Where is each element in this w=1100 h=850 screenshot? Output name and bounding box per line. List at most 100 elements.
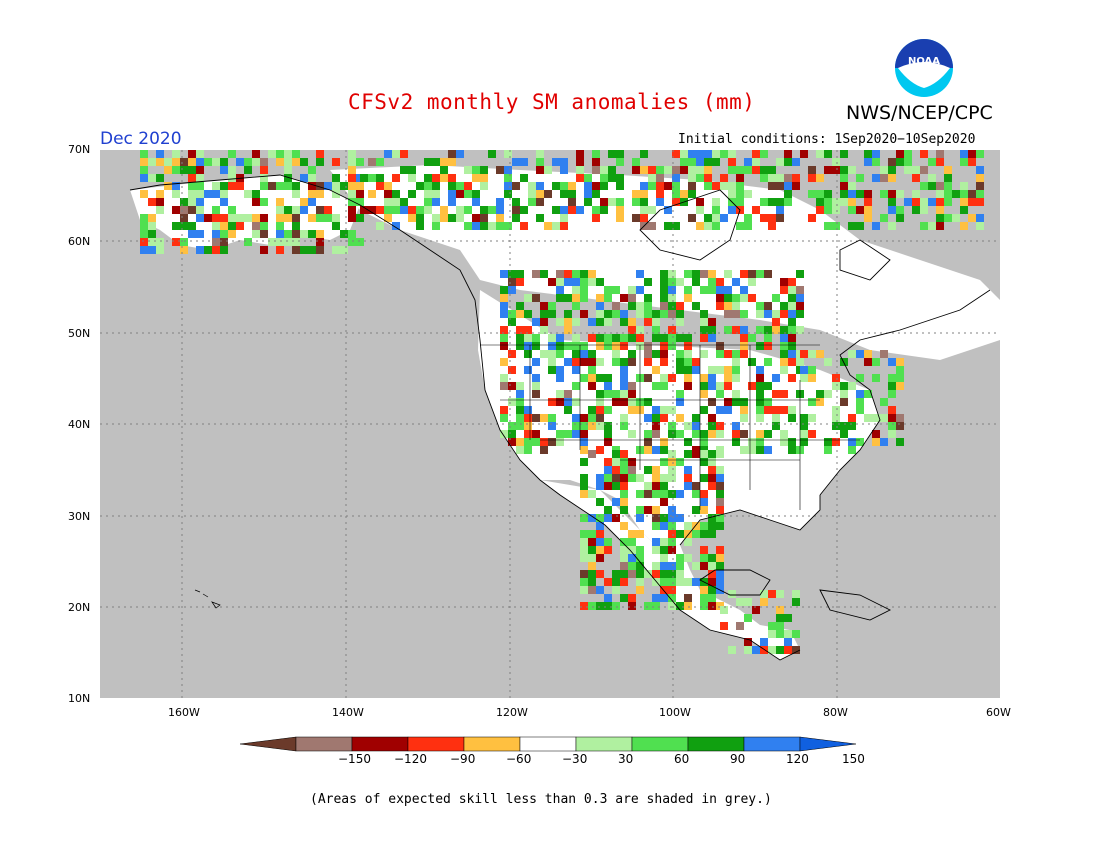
anomaly-cell — [348, 182, 356, 190]
anomaly-cell — [768, 590, 776, 598]
anomaly-cell — [716, 562, 724, 570]
anomaly-cell — [524, 446, 532, 454]
anomaly-cell — [764, 398, 772, 406]
anomaly-cell — [700, 406, 708, 414]
anomaly-cell — [672, 150, 680, 158]
anomaly-cell — [700, 374, 708, 382]
anomaly-cell — [664, 182, 672, 190]
anomaly-cell — [668, 570, 676, 578]
anomaly-cell — [292, 182, 300, 190]
anomaly-cell — [740, 398, 748, 406]
anomaly-cell — [596, 390, 604, 398]
anomaly-cell — [888, 430, 896, 438]
anomaly-cell — [560, 182, 568, 190]
anomaly-cell — [684, 342, 692, 350]
anomaly-cell — [684, 538, 692, 546]
anomaly-cell — [660, 382, 668, 390]
anomaly-cell — [652, 446, 660, 454]
anomaly-cell — [432, 190, 440, 198]
anomaly-cell — [188, 150, 196, 158]
anomaly-cell — [188, 230, 196, 238]
anomaly-cell — [668, 302, 676, 310]
anomaly-cell — [896, 374, 904, 382]
anomaly-cell — [564, 326, 572, 334]
anomaly-cell — [544, 166, 552, 174]
anomaly-cell — [632, 214, 640, 222]
anomaly-cell — [600, 174, 608, 182]
anomaly-cell — [700, 310, 708, 318]
anomaly-cell — [840, 174, 848, 182]
anomaly-cell — [676, 414, 684, 422]
anomaly-cell — [572, 294, 580, 302]
anomaly-cell — [604, 474, 612, 482]
anomaly-cell — [692, 506, 700, 514]
anomaly-cell — [628, 570, 636, 578]
coastlines — [129, 174, 991, 661]
anomaly-cell — [640, 214, 648, 222]
anomaly-cell — [696, 206, 704, 214]
anomaly-cell — [628, 546, 636, 554]
anomaly-cell — [668, 474, 676, 482]
anomaly-cell — [340, 246, 348, 254]
anomaly-cell — [776, 606, 784, 614]
anomaly-cell — [936, 158, 944, 166]
anomaly-cell — [676, 430, 684, 438]
anomaly-cell — [784, 630, 792, 638]
anomaly-cell — [644, 430, 652, 438]
anomaly-cell — [944, 190, 952, 198]
anomaly-cell — [668, 326, 676, 334]
anomaly-cell — [684, 366, 692, 374]
anomaly-cell — [512, 214, 520, 222]
anomaly-cell — [164, 182, 172, 190]
anomaly-cell — [596, 514, 604, 522]
anomaly-cell — [416, 222, 424, 230]
anomaly-cell — [944, 166, 952, 174]
anomaly-cell — [532, 294, 540, 302]
anomaly-cell — [676, 334, 684, 342]
anomaly-cell — [692, 422, 700, 430]
anomaly-cell — [796, 270, 804, 278]
anomaly-cell — [788, 302, 796, 310]
anomaly-cell — [252, 158, 260, 166]
anomaly-cell — [548, 422, 556, 430]
anomaly-cell — [316, 182, 324, 190]
anomaly-cell — [620, 578, 628, 586]
anomaly-cell — [496, 214, 504, 222]
anomaly-cell — [148, 198, 156, 206]
anomaly-cell — [628, 458, 636, 466]
anomaly-cell — [308, 166, 316, 174]
anomaly-cell — [676, 358, 684, 366]
anomaly-cell — [668, 406, 676, 414]
anomaly-cell — [792, 646, 800, 654]
anomaly-cell — [696, 150, 704, 158]
anomaly-cell — [172, 182, 180, 190]
anomaly-cell — [628, 474, 636, 482]
anomaly-cell — [612, 286, 620, 294]
anomaly-cell — [848, 206, 856, 214]
anomaly-cell — [644, 466, 652, 474]
anomaly-cell — [348, 150, 356, 158]
anomaly-cell — [276, 198, 284, 206]
anomaly-cell — [524, 422, 532, 430]
anomaly-cell — [580, 430, 588, 438]
anomaly-cell — [580, 474, 588, 482]
anomaly-cell — [220, 158, 228, 166]
anomaly-cell — [756, 366, 764, 374]
anomaly-cell — [408, 190, 416, 198]
anomaly-cell — [508, 382, 516, 390]
anomaly-cell — [532, 270, 540, 278]
anomaly-cell — [708, 366, 716, 374]
anomaly-cell — [472, 190, 480, 198]
anomaly-cell — [612, 358, 620, 366]
anomaly-cell — [784, 158, 792, 166]
anomaly-cell — [716, 302, 724, 310]
anomaly-cell — [904, 166, 912, 174]
anomaly-cell — [976, 150, 984, 158]
anomaly-cell — [788, 318, 796, 326]
anomaly-cell — [316, 214, 324, 222]
anomaly-cell — [596, 570, 604, 578]
anomaly-cell — [448, 182, 456, 190]
anomaly-cell — [628, 554, 636, 562]
anomaly-cell — [660, 538, 668, 546]
anomaly-cell — [180, 214, 188, 222]
